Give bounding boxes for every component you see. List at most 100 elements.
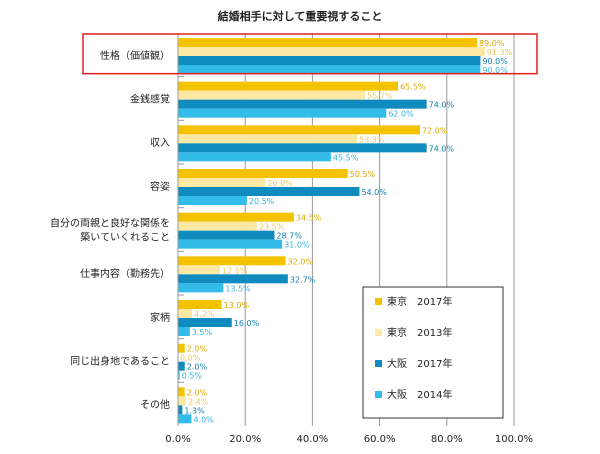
data-label: 3.5%	[192, 328, 213, 337]
bar	[178, 134, 358, 144]
data-label: 32.0%	[288, 257, 314, 266]
data-label: 4.2%	[194, 310, 215, 319]
bar	[178, 361, 185, 371]
category-label: 収入	[150, 137, 170, 149]
bar	[178, 187, 360, 196]
data-label: 54.0%	[361, 188, 387, 197]
legend-swatch	[375, 391, 382, 398]
bar	[178, 178, 266, 187]
data-label: 45.5%	[333, 153, 359, 162]
bar	[178, 343, 185, 353]
data-label: 32.7%	[290, 275, 316, 284]
x-tick-label: 40.0%	[297, 434, 329, 445]
bar	[178, 405, 183, 415]
legend-swatch	[375, 329, 382, 336]
data-label: 13.0%	[224, 301, 250, 310]
bar	[178, 230, 275, 240]
data-label: 0.0%	[180, 354, 201, 363]
bar	[178, 56, 481, 65]
data-label: 65.5%	[400, 83, 426, 92]
x-tick-label: 100.0%	[495, 434, 533, 445]
bar	[178, 283, 224, 293]
data-label: 2.0%	[187, 363, 208, 372]
bar	[178, 274, 288, 284]
legend-box	[362, 286, 504, 419]
x-tick-label: 80.0%	[431, 434, 463, 445]
data-label: 28.7%	[276, 232, 302, 241]
data-label: 72.0%	[422, 126, 448, 135]
category-label: 性格（価値観）	[100, 49, 170, 62]
bar	[178, 318, 232, 327]
data-label: 50.5%	[350, 170, 376, 179]
legend-label: 東京 2013年	[387, 326, 452, 339]
data-label: 1.3%	[184, 406, 205, 415]
legend-swatch	[375, 360, 382, 367]
bar	[178, 196, 247, 205]
data-label: 26.0%	[267, 179, 293, 188]
category-label: 築いていくれること	[80, 231, 170, 244]
data-label: 0.5%	[182, 372, 203, 381]
data-label: 91.3%	[487, 48, 513, 57]
bar	[178, 327, 190, 336]
data-label: 62.0%	[388, 110, 414, 119]
data-label: 74.0%	[429, 144, 455, 153]
data-label: 89.0%	[479, 39, 505, 48]
bar	[178, 239, 283, 249]
legend-label: 大阪 2014年	[387, 388, 452, 401]
data-label: 55.7%	[367, 92, 393, 101]
legend-swatch	[375, 298, 382, 305]
legend-label: 東京 2017年	[387, 295, 452, 308]
category-label: 自分の両親と良好な関係を	[50, 217, 170, 230]
data-label: 90.0%	[482, 57, 508, 66]
bar	[178, 265, 220, 275]
x-tick-label: 0.0%	[165, 434, 190, 445]
x-tick-label: 20.0%	[229, 434, 261, 445]
bar	[178, 414, 192, 424]
bar	[178, 169, 348, 178]
category-label: 家柄	[150, 311, 170, 324]
data-label: 4.0%	[193, 415, 214, 424]
bar	[178, 387, 185, 397]
bar	[178, 125, 420, 135]
data-label: 2.0%	[187, 345, 208, 354]
data-label: 12.5%	[222, 266, 248, 275]
bar	[178, 47, 485, 56]
data-label: 74.0%	[429, 101, 455, 110]
chart-title: 結婚相手に対して重要視すること	[217, 10, 383, 23]
category-label: 金銭感覚	[130, 93, 170, 106]
bar	[178, 300, 222, 309]
category-label: その他	[140, 398, 170, 411]
category-label: 同じ出身地であること	[70, 355, 170, 368]
data-label: 53.3%	[359, 135, 385, 144]
bar	[178, 108, 387, 118]
bar	[178, 99, 427, 109]
data-label: 90.0%	[482, 66, 508, 75]
bar	[178, 90, 366, 100]
data-label: 2.4%	[188, 397, 209, 406]
bar	[178, 81, 399, 91]
bar	[178, 221, 257, 231]
bar	[178, 212, 294, 222]
category-label: 仕事内容（勤務先）	[80, 267, 170, 280]
bar	[178, 256, 286, 266]
bar	[178, 152, 331, 162]
bar	[178, 309, 193, 318]
x-tick-label: 60.0%	[364, 434, 396, 445]
data-label: 13.5%	[225, 284, 251, 293]
highlight-box	[82, 33, 538, 75]
legend-label: 大阪 2017年	[387, 357, 452, 370]
category-label: 容姿	[150, 180, 170, 193]
bar	[178, 370, 180, 380]
data-label: 31.0%	[284, 241, 310, 250]
data-label: 23.5%	[259, 223, 285, 232]
bar	[178, 396, 187, 406]
data-label: 20.5%	[249, 197, 275, 206]
data-label: 34.5%	[296, 214, 322, 223]
data-label: 2.0%	[187, 388, 208, 397]
data-label: 16.0%	[234, 319, 260, 328]
bar	[178, 143, 427, 153]
bar	[178, 38, 478, 47]
bar	[178, 65, 481, 74]
